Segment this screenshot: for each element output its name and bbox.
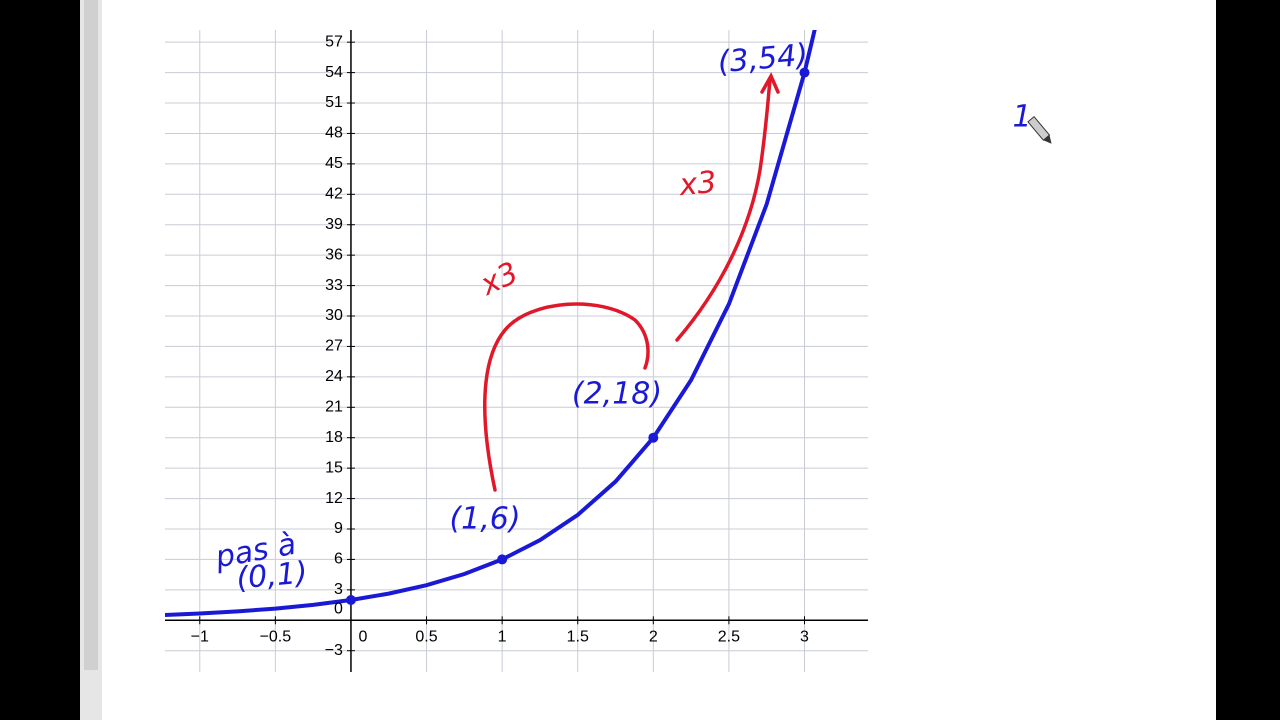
annotation: 1 xyxy=(1012,100,1031,135)
y-tick-label: 27 xyxy=(325,338,343,355)
y-tick-label: −3 xyxy=(325,642,343,659)
point xyxy=(648,432,659,443)
annotation: (0,1) xyxy=(235,555,309,596)
x-tick-label: 3 xyxy=(800,628,809,645)
scroll-thumb[interactable] xyxy=(84,0,98,670)
y-tick-label: 30 xyxy=(325,307,343,324)
arc-arrow xyxy=(483,302,650,492)
x-tick-label: 2 xyxy=(649,628,658,645)
y-tick-label: 21 xyxy=(325,399,343,416)
annotation: x3 xyxy=(475,255,524,303)
plot xyxy=(165,30,817,617)
red-arrows xyxy=(483,72,780,492)
y-tick-label: 24 xyxy=(325,368,343,385)
x-tick-label: 0.5 xyxy=(415,628,437,645)
annotation: (1,6) xyxy=(449,502,520,537)
y-tick-label: 36 xyxy=(325,246,343,263)
y-tick-label: 3 xyxy=(334,581,343,598)
y-tick-label: 45 xyxy=(325,155,343,172)
y-tick-label: 48 xyxy=(325,125,343,142)
y-tick-label: 9 xyxy=(334,520,343,537)
annotation: (3,54) xyxy=(716,38,809,81)
y-tick-label: 39 xyxy=(325,216,343,233)
y-tick-label: 51 xyxy=(325,94,343,111)
arrow xyxy=(675,78,772,342)
y-tick-label: 33 xyxy=(325,277,343,294)
x-tick-label: 1.5 xyxy=(567,628,589,645)
annotation: (2,18) xyxy=(572,377,662,412)
x-tick-label: 0 xyxy=(359,628,368,645)
y-tick-label: 54 xyxy=(325,64,343,81)
arrow-head xyxy=(760,72,780,94)
pen-body xyxy=(1027,115,1051,141)
y-tick-label: 42 xyxy=(325,186,343,203)
point xyxy=(497,554,508,565)
x-tick-label: 1 xyxy=(498,628,507,645)
y-tick-label: 57 xyxy=(325,33,343,50)
point xyxy=(799,67,810,78)
grid xyxy=(165,30,868,672)
annotation: x3 xyxy=(677,165,718,203)
point xyxy=(345,594,356,605)
y-tick-label: 12 xyxy=(325,490,343,507)
y-tick-label: 15 xyxy=(325,459,343,476)
pen-tip xyxy=(1043,135,1052,144)
y-tick-label: 6 xyxy=(334,551,343,568)
x-tick-label: −1 xyxy=(191,628,209,645)
x-tick-label: −0.5 xyxy=(260,628,292,645)
left-border xyxy=(0,0,80,720)
right-border xyxy=(1216,0,1280,720)
x-tick-label: 2.5 xyxy=(718,628,740,645)
pen-cursor xyxy=(1027,115,1052,144)
y-tick-label: 18 xyxy=(325,429,343,446)
y-tick-label: 0 xyxy=(334,600,343,617)
